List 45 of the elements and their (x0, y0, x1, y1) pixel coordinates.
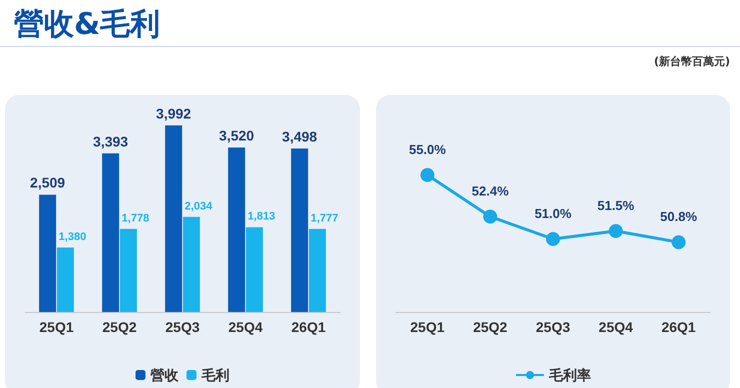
data-label: 1,813 (248, 210, 276, 223)
x-tick-label: 25Q1 (39, 319, 74, 335)
point (608, 224, 623, 238)
data-label: 50.8% (660, 209, 698, 224)
bar (120, 228, 137, 312)
bar (291, 148, 308, 312)
point (420, 168, 434, 182)
x-tick-label: 25Q3 (165, 319, 200, 335)
bar (246, 227, 263, 312)
data-label: 1,777 (310, 212, 338, 224)
point (483, 210, 498, 224)
point (546, 232, 560, 246)
x-tick-label: 25Q1 (410, 319, 445, 335)
bar (182, 216, 200, 312)
data-label: 1,380 (58, 230, 86, 243)
data-label: 3,520 (219, 127, 254, 144)
chart-title: 營收&毛利 (14, 6, 160, 44)
bar (102, 153, 120, 312)
point (672, 235, 686, 250)
x-tick-label: 25Q4 (598, 319, 634, 335)
legend-label: 營收 (150, 367, 180, 383)
x-tick-label: 26Q1 (661, 319, 696, 335)
bar (228, 147, 246, 312)
data-label: 2,509 (30, 174, 66, 191)
legend-label: 毛利率 (548, 367, 591, 383)
x-tick-label: 26Q1 (291, 319, 326, 335)
data-label: 55.0% (408, 142, 446, 157)
data-label: 51.0% (534, 206, 572, 221)
data-label: 2,034 (184, 200, 214, 212)
x-tick-label: 25Q2 (102, 319, 137, 335)
data-label: 1,778 (122, 212, 150, 224)
data-label: 52.4% (472, 184, 510, 199)
x-tick-label: 25Q3 (536, 319, 570, 335)
data-label: 3,393 (93, 133, 128, 150)
bar (56, 247, 74, 312)
bar (308, 228, 326, 312)
x-tick-label: 25Q4 (228, 319, 263, 335)
data-label: 3,498 (282, 128, 318, 144)
data-label: 3,992 (156, 105, 192, 122)
data-label: 51.5% (597, 198, 635, 213)
legend-label: 毛利 (200, 367, 230, 383)
x-tick-label: 25Q2 (473, 319, 508, 335)
text: (新台幣百萬元) (654, 54, 730, 69)
bar (165, 125, 182, 312)
bar (39, 194, 56, 312)
